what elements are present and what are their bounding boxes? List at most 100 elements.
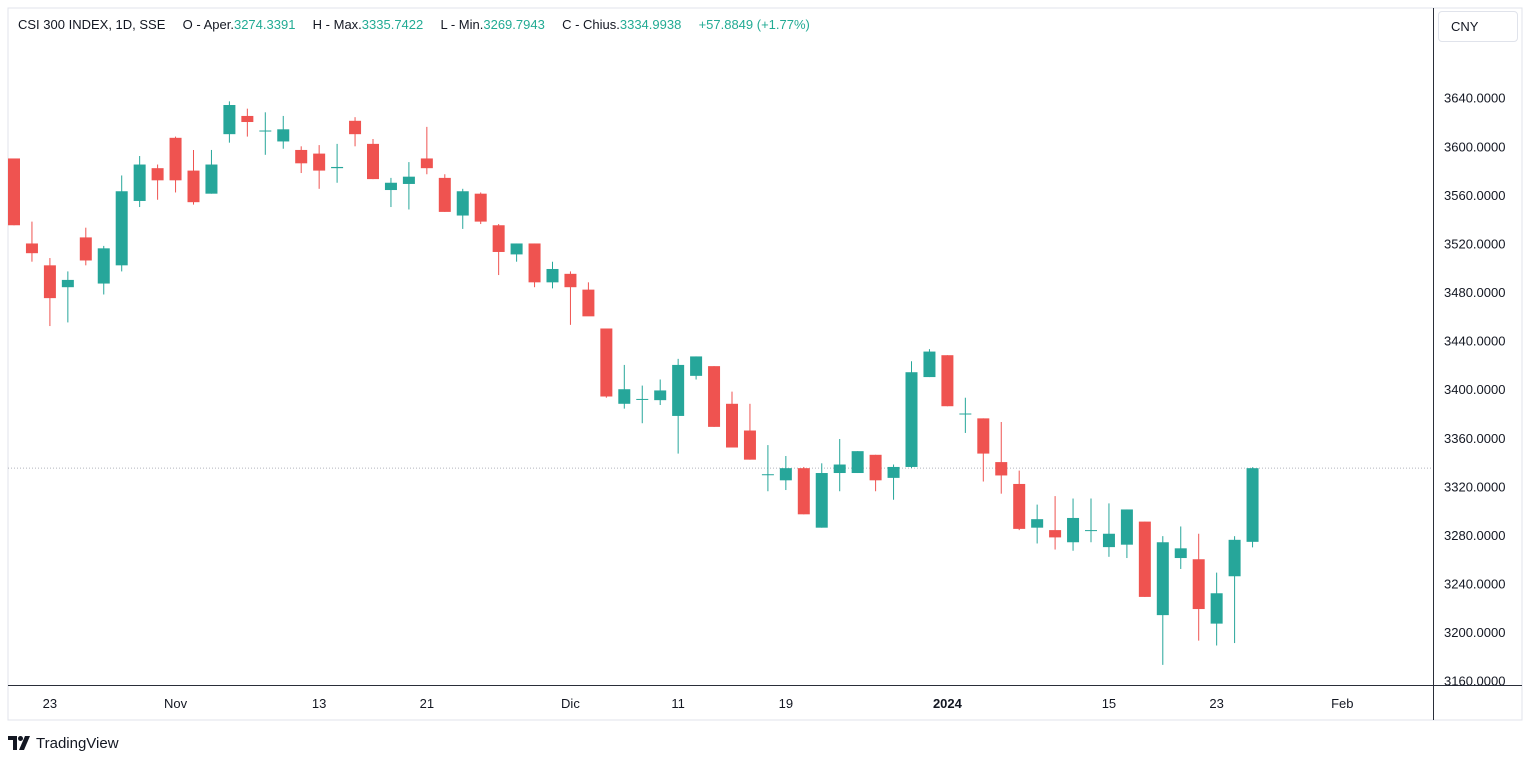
- candle-body-up: [959, 413, 972, 415]
- candle[interactable]: [690, 356, 703, 380]
- candle[interactable]: [151, 164, 164, 200]
- price-tick-label: 3640.0000: [1444, 91, 1505, 106]
- candle-body-up: [815, 473, 828, 528]
- candle[interactable]: [761, 445, 774, 492]
- candle[interactable]: [474, 192, 487, 225]
- candle[interactable]: [546, 261, 559, 289]
- candle[interactable]: [708, 366, 721, 427]
- candle[interactable]: [1085, 498, 1097, 543]
- candle[interactable]: [349, 117, 362, 147]
- candle-body-up: [384, 182, 397, 191]
- candle[interactable]: [618, 364, 631, 409]
- time-axis[interactable]: 23 Nov 13 21 Dic 11 19 2024 15 23 Feb: [43, 696, 1354, 711]
- candle[interactable]: [25, 221, 38, 262]
- chart-frame: [7, 7, 1523, 721]
- candle[interactable]: [241, 108, 254, 137]
- candle[interactable]: [133, 156, 146, 208]
- currency-button[interactable]: CNY: [1438, 11, 1518, 42]
- candle[interactable]: [564, 271, 577, 325]
- candle[interactable]: [743, 403, 756, 460]
- candle[interactable]: [1049, 496, 1062, 550]
- price-tick-label: 3280.0000: [1444, 528, 1505, 543]
- candle[interactable]: [402, 162, 415, 210]
- candle[interactable]: [672, 358, 685, 454]
- candle[interactable]: [851, 451, 864, 474]
- candle[interactable]: [636, 385, 649, 424]
- candle-body-up: [223, 105, 236, 135]
- tradingview-brand[interactable]: TradingView: [8, 733, 119, 753]
- candle[interactable]: [331, 143, 344, 183]
- candle[interactable]: [815, 463, 828, 528]
- candle-body-up: [1228, 539, 1241, 577]
- candle[interactable]: [582, 282, 595, 317]
- candle-body-down: [313, 153, 326, 171]
- candle-body-up: [402, 176, 415, 184]
- candle[interactable]: [923, 349, 936, 378]
- candle[interactable]: [1102, 503, 1115, 557]
- price-tick-label: 3320.0000: [1444, 479, 1505, 494]
- candle[interactable]: [1138, 521, 1151, 597]
- candle-body-down: [474, 193, 487, 222]
- candle[interactable]: [259, 112, 272, 155]
- candle[interactable]: [115, 175, 128, 272]
- candle-body-up: [277, 129, 290, 142]
- candle[interactable]: [97, 245, 110, 295]
- candle[interactable]: [977, 418, 990, 482]
- candle[interactable]: [1120, 509, 1133, 559]
- candle-body-down: [708, 366, 721, 427]
- candle-body-down: [349, 120, 362, 135]
- close-value: 3334.9938: [619, 17, 682, 32]
- candle[interactable]: [887, 464, 900, 500]
- candle[interactable]: [187, 149, 200, 205]
- candle-body-down: [797, 468, 810, 515]
- candle-body-up: [851, 451, 864, 474]
- candle[interactable]: [905, 361, 918, 469]
- candle[interactable]: [726, 391, 738, 448]
- open-value: 3274.3391: [233, 17, 296, 32]
- candle[interactable]: [1031, 504, 1044, 544]
- candle[interactable]: [367, 139, 379, 180]
- candle-body-down: [1192, 559, 1205, 610]
- candle[interactable]: [277, 115, 290, 149]
- candle[interactable]: [1156, 536, 1169, 665]
- candle[interactable]: [492, 224, 505, 276]
- candle[interactable]: [61, 271, 74, 323]
- candle[interactable]: [1228, 536, 1241, 644]
- candle[interactable]: [1192, 533, 1205, 641]
- candle[interactable]: [654, 379, 667, 406]
- candle[interactable]: [941, 355, 954, 407]
- candle[interactable]: [223, 101, 236, 143]
- candle[interactable]: [384, 177, 397, 208]
- candle[interactable]: [833, 439, 846, 492]
- candle[interactable]: [600, 328, 613, 398]
- candle[interactable]: [1210, 572, 1223, 646]
- candle[interactable]: [205, 149, 218, 194]
- candle[interactable]: [1067, 498, 1080, 551]
- candle[interactable]: [8, 158, 20, 226]
- candle[interactable]: [510, 243, 523, 262]
- candle[interactable]: [959, 397, 972, 433]
- candle[interactable]: [797, 466, 810, 515]
- candle[interactable]: [79, 227, 92, 266]
- price-axis[interactable]: 3160.0000 3200.0000 3240.0000 3280.0000 3320…: [1444, 91, 1505, 689]
- candle-body-up: [61, 279, 74, 288]
- candle[interactable]: [1246, 467, 1259, 548]
- candle[interactable]: [438, 174, 451, 212]
- candle-body-up: [690, 356, 703, 376]
- candle[interactable]: [869, 454, 882, 492]
- candle[interactable]: [43, 258, 56, 327]
- candle[interactable]: [1174, 526, 1187, 569]
- candle[interactable]: [995, 422, 1008, 494]
- candle[interactable]: [456, 188, 469, 229]
- candle[interactable]: [169, 136, 182, 193]
- candle-body-down: [743, 430, 756, 460]
- candle[interactable]: [295, 146, 308, 174]
- candle[interactable]: [420, 126, 433, 175]
- plot-area[interactable]: [8, 101, 1433, 665]
- candle-body-down: [528, 243, 541, 283]
- candle[interactable]: [1013, 470, 1026, 531]
- candle[interactable]: [779, 456, 792, 491]
- candle[interactable]: [313, 145, 326, 189]
- candle[interactable]: [528, 243, 541, 288]
